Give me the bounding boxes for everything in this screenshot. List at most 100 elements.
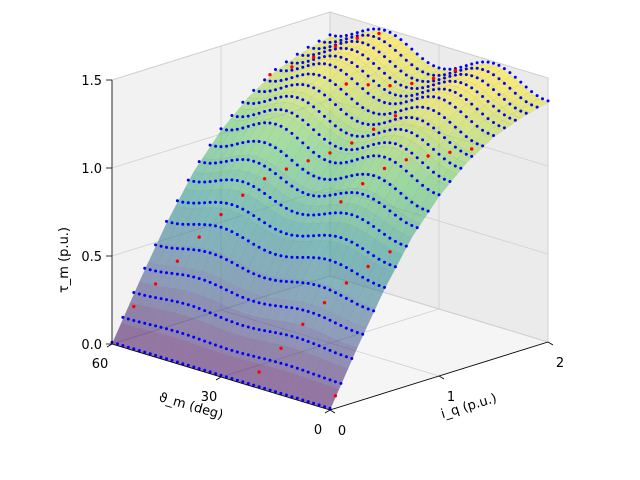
data-point <box>470 66 474 70</box>
data-point <box>186 222 190 226</box>
data-point <box>317 56 321 60</box>
data-point <box>219 345 223 349</box>
data-point <box>274 88 277 92</box>
data-point <box>366 144 370 148</box>
data-point <box>219 127 223 131</box>
data-point <box>339 87 343 91</box>
data-point <box>295 396 299 400</box>
data-point <box>284 127 288 131</box>
data-point <box>344 175 348 179</box>
data-point <box>355 82 359 86</box>
data-point <box>383 55 386 59</box>
data-point <box>459 94 463 98</box>
data-point <box>323 257 327 261</box>
data-point <box>197 201 201 205</box>
data-point <box>355 65 359 68</box>
data-point <box>328 40 332 44</box>
data-point <box>399 83 403 87</box>
data-point <box>306 234 310 238</box>
data-point <box>143 321 147 325</box>
data-point <box>224 201 228 205</box>
data-point <box>284 84 288 88</box>
data-point <box>355 272 359 276</box>
data-point <box>301 398 305 402</box>
highlighted-point <box>366 264 370 269</box>
data-point <box>486 117 490 121</box>
data-point <box>350 191 354 194</box>
data-point <box>203 161 207 165</box>
data-point <box>481 112 485 116</box>
data-point <box>235 322 239 326</box>
data-point <box>268 143 272 147</box>
data-point <box>290 395 294 399</box>
data-point <box>377 98 381 102</box>
data-point <box>448 161 452 165</box>
data-point <box>252 113 256 117</box>
data-point <box>279 150 283 153</box>
data-point <box>154 243 158 247</box>
data-point <box>372 281 376 285</box>
data-point <box>186 274 190 278</box>
data-point <box>301 61 305 64</box>
data-point <box>393 117 397 121</box>
data-point <box>306 146 310 150</box>
data-point <box>274 122 277 126</box>
data-point <box>383 205 386 209</box>
data-point <box>334 291 337 295</box>
data-point <box>393 239 397 243</box>
data-point <box>235 205 239 208</box>
data-point <box>197 160 201 164</box>
data-point <box>508 116 512 120</box>
data-point <box>393 102 397 106</box>
data-point <box>306 340 310 343</box>
data-point <box>350 328 354 332</box>
data-point <box>432 170 435 174</box>
data-point <box>279 361 283 365</box>
data-point <box>344 40 348 44</box>
data-point <box>464 115 468 119</box>
data-point <box>344 92 348 96</box>
surface-patch <box>157 244 176 267</box>
surface-patch <box>202 188 222 209</box>
data-point <box>383 232 386 236</box>
data-point <box>333 234 337 238</box>
data-point <box>165 327 168 331</box>
surface-patch <box>284 64 303 73</box>
surface-patch <box>238 242 258 269</box>
data-point <box>464 152 468 156</box>
data-point <box>344 72 348 76</box>
data-point <box>290 209 294 213</box>
data-point <box>186 178 190 182</box>
data-point <box>154 296 158 300</box>
highlighted-point <box>404 158 408 162</box>
data-point <box>274 331 277 335</box>
data-point <box>339 147 343 150</box>
data-point <box>263 121 267 125</box>
data-point <box>290 184 294 188</box>
data-point <box>257 101 261 105</box>
data-point <box>388 183 392 186</box>
data-point <box>246 353 250 357</box>
data-point <box>328 45 332 49</box>
data-point <box>295 255 299 259</box>
data-point <box>350 32 354 36</box>
data-point <box>421 91 425 94</box>
data-point <box>366 134 370 138</box>
data-point <box>235 158 239 162</box>
data-point <box>464 64 468 68</box>
data-point <box>274 227 277 231</box>
data-point <box>225 318 228 322</box>
data-point <box>421 183 425 187</box>
data-point <box>317 62 321 66</box>
data-point <box>246 182 250 186</box>
data-point <box>383 112 386 116</box>
data-point <box>323 194 327 198</box>
data-point <box>175 272 179 276</box>
data-point <box>295 74 299 78</box>
data-point <box>312 86 316 90</box>
data-point <box>186 303 190 307</box>
data-point <box>339 68 343 72</box>
data-point <box>263 78 267 82</box>
data-point <box>263 192 267 195</box>
data-point <box>492 104 495 108</box>
